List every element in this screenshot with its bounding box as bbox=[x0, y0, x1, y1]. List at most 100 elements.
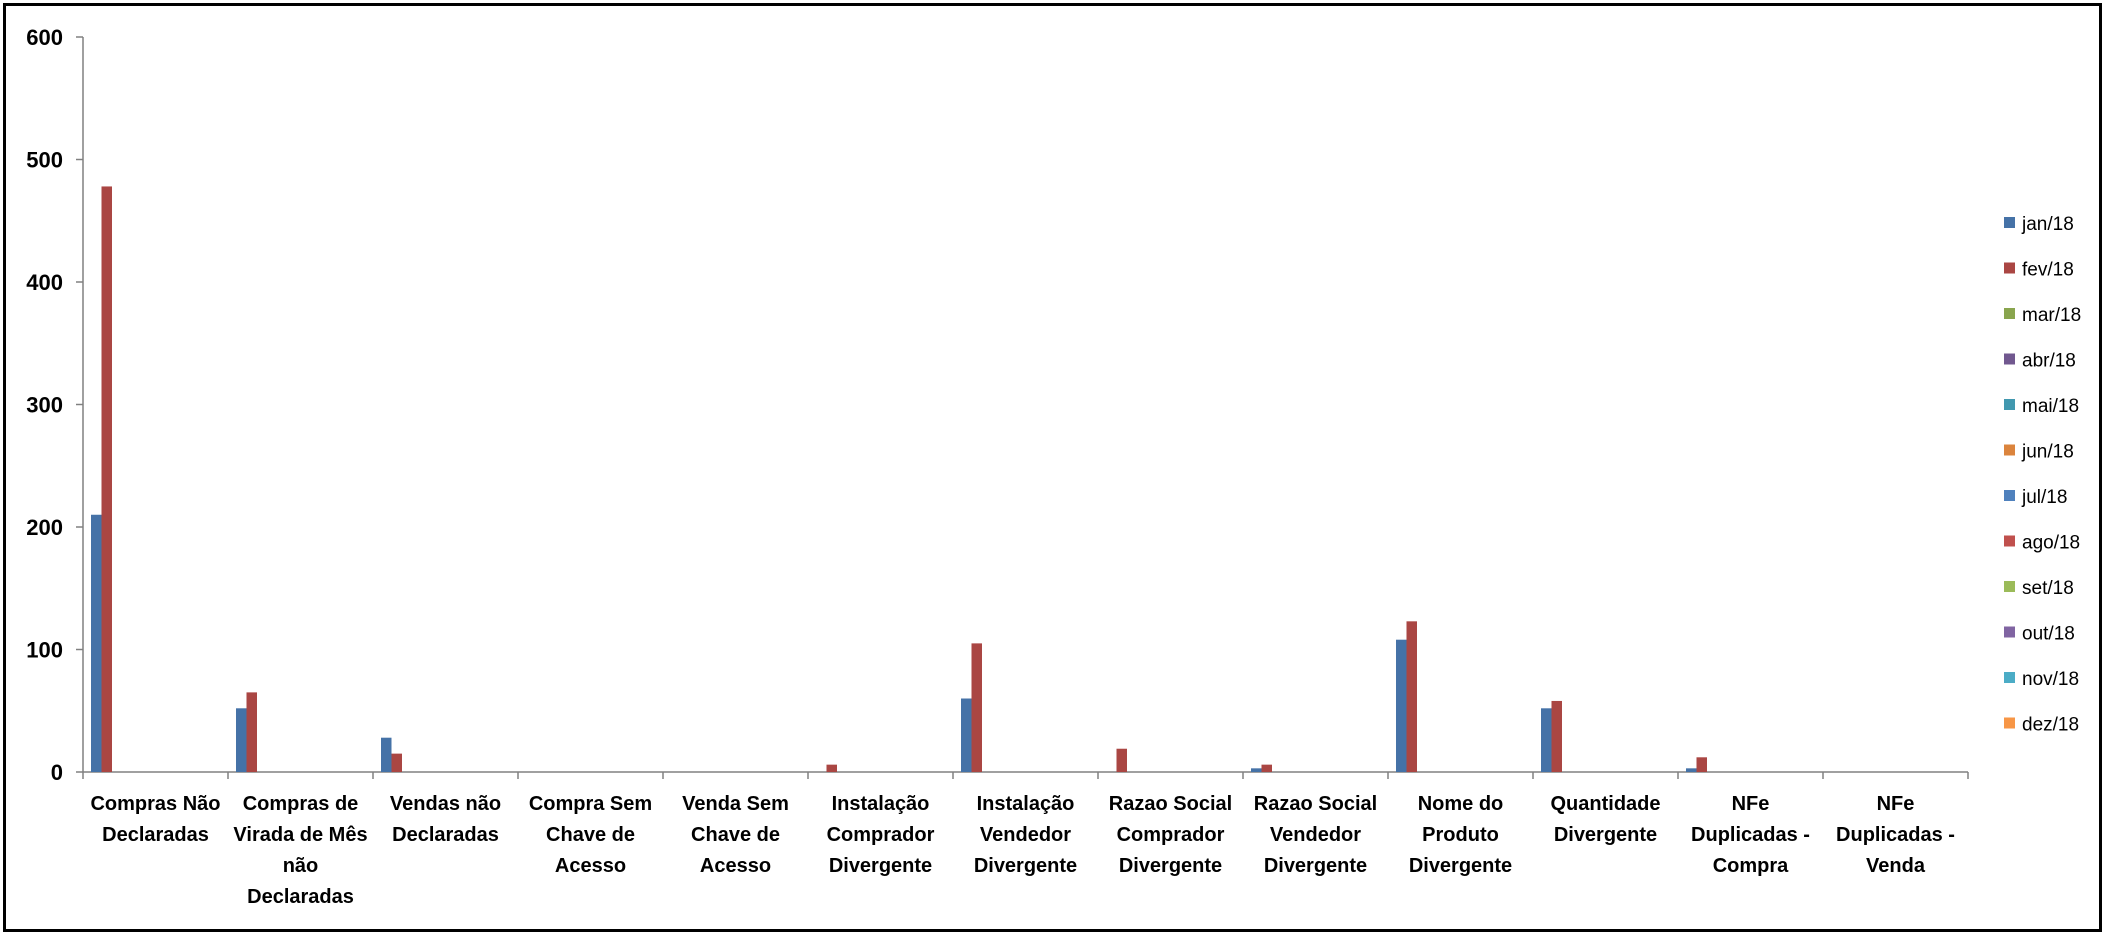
bar-fev-18-1 bbox=[246, 692, 257, 772]
x-category-label-line: Acesso bbox=[555, 855, 626, 877]
x-category-label-line: Divergente bbox=[974, 855, 1077, 877]
y-tick-label: 300 bbox=[26, 393, 63, 418]
x-category-label: Razao Social Comprador Divergente bbox=[1109, 793, 1232, 877]
legend-label: jan/18 bbox=[2021, 214, 2074, 235]
y-tick-label: 100 bbox=[26, 638, 63, 663]
legend-swatch bbox=[2004, 262, 2015, 274]
x-category-label-line: Vendas não bbox=[390, 793, 501, 815]
x-category-label-line: Razao Social bbox=[1254, 793, 1377, 815]
x-category-label: Compra Sem Chave de Acesso bbox=[529, 793, 652, 877]
x-category-label-line: NFe bbox=[1877, 793, 1915, 815]
legend-swatch bbox=[2004, 717, 2015, 729]
bar-fev-18-7 bbox=[1116, 748, 1127, 772]
x-category-label-line: Divergente bbox=[1119, 855, 1222, 877]
bar-jan-18-0 bbox=[91, 514, 102, 772]
x-category-label-line: Duplicadas - bbox=[1691, 824, 1810, 846]
bar-jan-18-1 bbox=[236, 708, 247, 772]
bar-jan-18-6 bbox=[961, 698, 972, 772]
legend-label: mar/18 bbox=[2022, 305, 2081, 326]
bar-jan-18-8 bbox=[1251, 768, 1262, 772]
x-category-label-line: Compra Sem bbox=[529, 793, 652, 815]
x-category-label-line: Chave de bbox=[691, 824, 780, 846]
legend-swatch bbox=[2004, 353, 2015, 365]
x-category-label-line: Instalação bbox=[977, 793, 1075, 815]
legend-swatch bbox=[2004, 444, 2015, 456]
legend-swatch bbox=[2004, 626, 2015, 638]
legend-label: fev/18 bbox=[2022, 260, 2074, 281]
y-tick-label: 200 bbox=[26, 515, 63, 540]
x-category-label: Razao Social Vendedor Divergente bbox=[1254, 793, 1377, 877]
bar-fev-18-11 bbox=[1696, 757, 1707, 772]
x-category-label-line: Declaradas bbox=[392, 824, 499, 846]
x-category-label-line: Venda bbox=[1866, 855, 1926, 877]
legend-swatch bbox=[2004, 308, 2015, 319]
legend-label: mai/18 bbox=[2022, 396, 2079, 417]
y-tick-label: 500 bbox=[26, 148, 63, 173]
bar-fev-18-6 bbox=[971, 643, 982, 772]
legend-swatch bbox=[2004, 490, 2015, 501]
bar-fev-18-10 bbox=[1551, 700, 1562, 772]
x-category-label: Quantidade Divergente bbox=[1550, 793, 1660, 846]
bar-fev-18-2 bbox=[391, 753, 402, 772]
x-category-label-line: Divergente bbox=[1409, 855, 1512, 877]
bar-fev-18-9 bbox=[1406, 621, 1417, 772]
y-tick-label: 400 bbox=[26, 270, 63, 295]
x-category-label-line: Quantidade bbox=[1550, 793, 1660, 815]
x-category-label: Compras de Virada de Mês não Declaradas bbox=[233, 793, 367, 908]
x-category-label: Instalação Comprador Divergente bbox=[827, 793, 935, 877]
x-category-label-line: Chave de bbox=[546, 824, 635, 846]
legend-label: jul/18 bbox=[2021, 487, 2067, 508]
x-category-label: NFe Duplicadas - Venda bbox=[1836, 793, 1955, 877]
legend-label: set/18 bbox=[2022, 578, 2074, 599]
x-category-label: Compras Não Declaradas bbox=[90, 793, 220, 846]
bar-fev-18-5 bbox=[826, 764, 837, 772]
x-category-label-line: Compras de bbox=[243, 793, 359, 815]
legend-label: jun/18 bbox=[2021, 442, 2074, 463]
legend-swatch bbox=[2004, 581, 2015, 592]
legend-label: dez/18 bbox=[2022, 715, 2079, 736]
x-category-label-line: Instalação bbox=[832, 793, 930, 815]
x-category-label-line: não bbox=[283, 855, 319, 877]
legend-swatch bbox=[2004, 399, 2015, 410]
x-category-label: Nome do Produto Divergente bbox=[1409, 793, 1512, 877]
x-category-label-line: NFe bbox=[1732, 793, 1770, 815]
legend-swatch bbox=[2004, 217, 2015, 228]
legend-label: ago/18 bbox=[2022, 533, 2080, 554]
x-category-label-line: Acesso bbox=[700, 855, 771, 877]
bar-fev-18-8 bbox=[1261, 764, 1272, 772]
x-category-label-line: Divergente bbox=[829, 855, 932, 877]
x-category-label-line: Nome do bbox=[1418, 793, 1504, 815]
x-category-label-line: Duplicadas - bbox=[1836, 824, 1955, 846]
x-category-label: Venda Sem Chave de Acesso bbox=[682, 793, 789, 877]
bar-jan-18-10 bbox=[1541, 708, 1552, 772]
y-tick-label: 600 bbox=[26, 25, 63, 50]
x-category-label: Instalação Vendedor Divergente bbox=[974, 793, 1077, 877]
x-category-label-line: Declaradas bbox=[102, 824, 209, 846]
bar-jan-18-9 bbox=[1396, 639, 1407, 772]
x-category-label-line: Compra bbox=[1713, 855, 1789, 877]
x-category-label-line: Declaradas bbox=[247, 886, 354, 908]
legend-label: nov/18 bbox=[2022, 669, 2079, 690]
x-category-label-line: Razao Social bbox=[1109, 793, 1232, 815]
x-category-label-line: Compras Não bbox=[90, 793, 220, 815]
x-category-label-line: Vendedor bbox=[1270, 824, 1361, 846]
x-category-label-line: Comprador bbox=[1117, 824, 1225, 846]
x-category-label-line: Comprador bbox=[827, 824, 935, 846]
bar-fev-18-0 bbox=[101, 186, 112, 772]
x-category-label: Vendas não Declaradas bbox=[390, 793, 501, 846]
chart-frame bbox=[3, 3, 2102, 932]
x-category-label-line: Virada de Mês bbox=[233, 824, 367, 846]
legend-swatch bbox=[2004, 672, 2015, 683]
x-category-label: NFe Duplicadas - Compra bbox=[1691, 793, 1810, 877]
legend-label: out/18 bbox=[2022, 624, 2075, 645]
x-category-label-line: Vendedor bbox=[980, 824, 1071, 846]
bar-jan-18-2 bbox=[381, 737, 392, 772]
legend-label: abr/18 bbox=[2022, 351, 2076, 372]
y-tick-label: 0 bbox=[51, 760, 63, 785]
x-category-label-line: Produto bbox=[1422, 824, 1499, 846]
legend-swatch bbox=[2004, 535, 2015, 547]
bar-jan-18-11 bbox=[1686, 768, 1697, 772]
x-category-label-line: Venda Sem bbox=[682, 793, 789, 815]
x-category-label-line: Divergente bbox=[1264, 855, 1367, 877]
